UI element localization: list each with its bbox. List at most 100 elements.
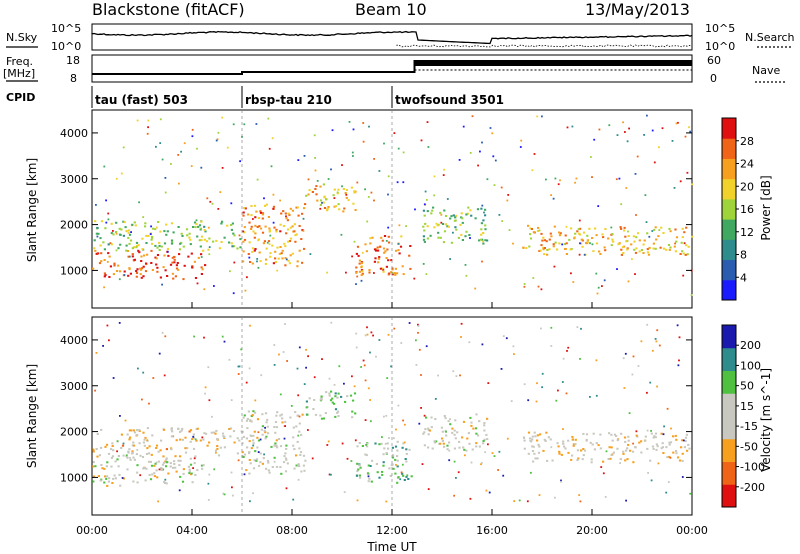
scatter-cell [196, 469, 199, 472]
scatter-cell [264, 204, 267, 207]
scatter-cell [462, 420, 466, 423]
scatter-cell [142, 275, 145, 278]
scatter-cell [355, 332, 358, 335]
scatter-cell [248, 221, 251, 224]
scatter-cell [321, 398, 323, 401]
scatter-cell [100, 446, 103, 449]
scatter-cell [208, 253, 211, 256]
scatter-cell [395, 428, 397, 431]
scatter-cell [394, 472, 397, 475]
noise-tick-low-left: 10^0 [51, 40, 81, 53]
scatter-cell [406, 474, 409, 477]
scatter-cell [546, 253, 549, 256]
scatter-cell [378, 170, 381, 172]
scatter-cell [422, 209, 425, 212]
scatter-cell [131, 253, 134, 256]
scatter-cell [681, 452, 684, 455]
scatter-cell [597, 286, 600, 289]
scatter-cell [254, 232, 257, 235]
scatter-cell [651, 349, 654, 352]
scatter-cell [230, 242, 233, 245]
scatter-cell [190, 252, 193, 255]
scatter-cell [462, 125, 465, 128]
scatter-cell [622, 450, 625, 453]
scatter-cell [444, 417, 447, 420]
scatter-cell [643, 134, 645, 136]
scatter-cell [652, 242, 655, 245]
scatter-cell [356, 462, 359, 465]
scatter-cell [635, 247, 638, 250]
scatter-cell [612, 240, 615, 243]
scatter-cell [112, 477, 115, 480]
scatter-cell [572, 443, 576, 446]
scatter-cell [285, 217, 288, 220]
scatter-cell [422, 225, 425, 228]
scatter-cell [475, 445, 478, 448]
scatter-cell [405, 475, 408, 478]
scatter-cell [573, 237, 576, 240]
scatter-cell [536, 457, 539, 460]
scatter-cell [170, 242, 174, 245]
scatter-cell [401, 472, 404, 475]
scatter-cell [156, 266, 159, 269]
scatter-cell [146, 253, 149, 256]
scatter-cell [595, 234, 598, 237]
scatter-cell [647, 472, 649, 474]
scatter-cell [192, 435, 195, 438]
scatter-cell [166, 461, 169, 464]
scatter-cell [216, 445, 219, 447]
scatter-cell [200, 273, 203, 275]
scatter-cell [231, 486, 233, 489]
scatter-cell [351, 416, 354, 419]
scatter-cell [197, 256, 200, 259]
scatter-cell [625, 499, 627, 502]
scatter-cell [208, 473, 211, 476]
scatter-cell [154, 256, 157, 259]
scatter-cell [647, 253, 651, 256]
scatter-cell [387, 333, 390, 336]
scatter-cell [247, 213, 250, 216]
scatter-cell [261, 462, 264, 465]
scatter-cell [303, 155, 306, 157]
scatter-cell [162, 266, 165, 269]
scatter-cell [279, 393, 282, 396]
scatter-cell [623, 387, 626, 389]
scatter-cell [177, 427, 180, 430]
scatter-cell [355, 271, 358, 274]
scatter-cell [305, 194, 308, 197]
scatter-cell [666, 407, 669, 410]
scatter-cell [440, 213, 443, 216]
scatter-cell [132, 429, 135, 432]
scatter-cell [399, 478, 402, 481]
scatter-cell [261, 212, 265, 215]
scatter-cell [270, 445, 273, 448]
scatter-cell [396, 455, 399, 458]
scatter-cell [173, 463, 176, 465]
scatter-cell [408, 448, 411, 451]
scatter-cell [442, 241, 446, 244]
scatter-cell [331, 401, 334, 404]
scatter-cell [307, 193, 310, 196]
scatter-cell [116, 458, 119, 461]
scatter-cell [300, 433, 303, 436]
scatter-cell [403, 479, 406, 481]
scatter-cell [488, 491, 491, 494]
scatter-cell [181, 235, 184, 237]
scatter-cell [284, 457, 288, 460]
scatter-cell [675, 236, 679, 239]
scatter-cell [337, 415, 340, 417]
scatter-cell [470, 214, 473, 217]
scatter-cell [274, 421, 278, 423]
scatter-cell [369, 237, 372, 240]
scatter-cell [624, 440, 627, 443]
scatter-cell [231, 222, 234, 225]
colorbar-swatch [722, 325, 736, 349]
scatter-cell [242, 214, 245, 217]
scatter-cell [469, 237, 471, 239]
scatter-cell [669, 441, 673, 444]
scatter-cell [118, 278, 121, 281]
scatter-cell [506, 437, 509, 440]
scatter-cell [184, 436, 187, 439]
scatter-cell [673, 245, 676, 248]
scatter-cell [376, 246, 379, 249]
